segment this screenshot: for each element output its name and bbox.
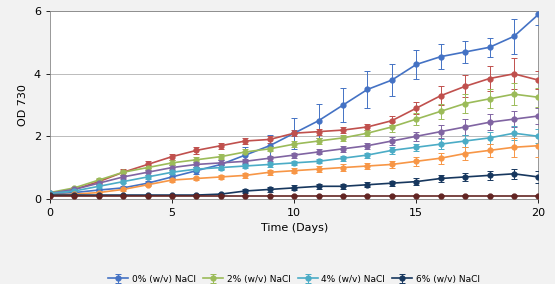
X-axis label: Time (Days): Time (Days) <box>260 224 328 233</box>
Legend: 0% (w/v) NaCl, 1% (w/v) NaCl, 2% (w/v) NaCl, 3% (w/v) NaCl, 4% (w/v) NaCl, 5% (w: 0% (w/v) NaCl, 1% (w/v) NaCl, 2% (w/v) N… <box>108 275 480 284</box>
Y-axis label: OD 730: OD 730 <box>18 84 28 126</box>
